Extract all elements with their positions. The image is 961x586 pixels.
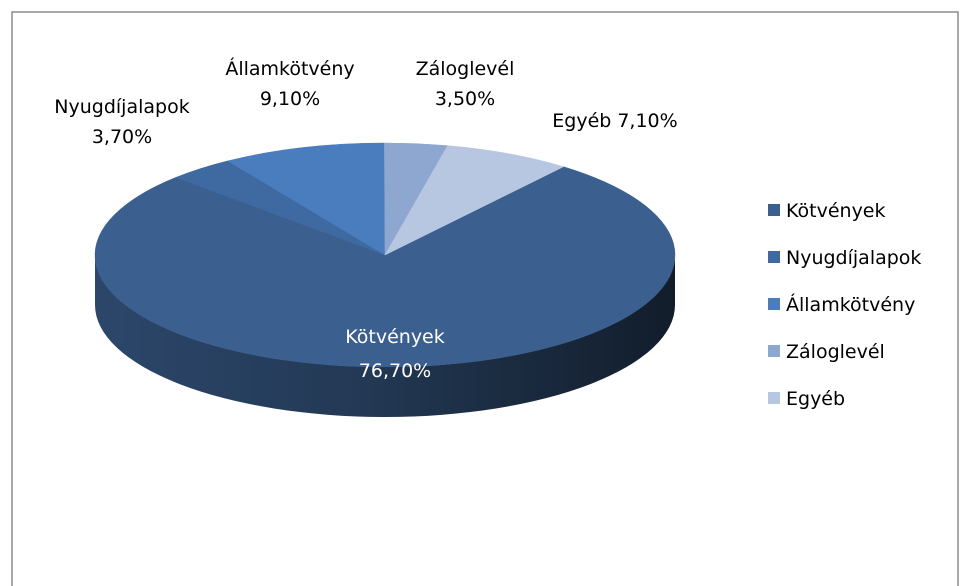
data-label-name: Záloglevél — [416, 58, 515, 80]
data-label-name: Kötvények — [345, 326, 445, 348]
legend-label: Államkötvény — [786, 293, 915, 316]
legend: Kötvények Nyugdíjalapok Államkötvény Zálogl… — [768, 200, 921, 410]
data-label-value: 76,70% — [359, 360, 431, 382]
slice — [227, 142, 386, 256]
legend-label: Egyéb — [786, 388, 845, 410]
legend-label: Nyugdíjalapok — [786, 247, 921, 269]
legend-swatch — [768, 392, 780, 404]
pie-tops — [94, 142, 676, 368]
data-label: Egyéb 7,10% — [552, 110, 677, 132]
data-labels: Kötvények 76,70% Nyugdíjalapok 3,70% Államkö… — [54, 57, 677, 382]
slice — [384, 145, 565, 256]
legend-label: Záloglevél — [786, 341, 885, 363]
data-label-name: Nyugdíjalapok — [54, 96, 189, 118]
data-label: Nyugdíjalapok 3,70% — [54, 96, 189, 148]
data-label-value: 3,70% — [92, 126, 152, 148]
legend-swatch — [768, 204, 780, 216]
data-label: Kötvények 76,70% — [345, 326, 445, 382]
legend-swatch — [768, 345, 780, 357]
legend-swatch — [768, 251, 780, 263]
data-label-name: Államkötvény — [225, 57, 354, 80]
data-label-value: 3,50% — [435, 88, 495, 110]
slice — [94, 166, 676, 368]
data-label-name: Egyéb — [552, 110, 611, 132]
data-label: Államkötvény 9,10% — [225, 57, 354, 110]
legend-label: Kötvények — [786, 200, 886, 222]
data-label: Záloglevél 3,50% — [416, 58, 515, 110]
legend-swatch — [768, 298, 780, 310]
pie-sides — [95, 255, 675, 417]
slice-side — [95, 255, 675, 417]
data-label-value: 9,10% — [260, 88, 320, 110]
data-label-value: 7,10% — [617, 110, 677, 132]
